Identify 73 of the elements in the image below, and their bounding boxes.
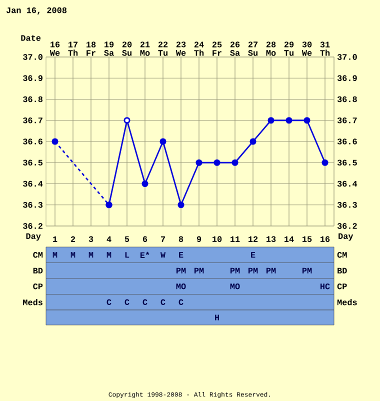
text: E: [251, 252, 256, 258]
x-tick-label: 16: [320, 236, 330, 242]
x-tick-label: 18 Fr: [86, 42, 96, 56]
text: W: [160, 252, 166, 258]
text: H: [215, 314, 219, 320]
x-tick-label: 25 Fr: [212, 42, 222, 56]
text: PM: [248, 268, 258, 274]
text: Day: [26, 233, 41, 241]
y-tick-label: 36.8: [23, 96, 43, 102]
text: C: [178, 299, 184, 305]
y-tick-label: 36.3: [23, 202, 43, 208]
x-tick-label: 10: [212, 236, 222, 242]
x-tick-label: 20 Su: [122, 42, 132, 56]
y-tick-label: 36.4: [23, 180, 43, 187]
y-tick-label: Meds: [337, 299, 357, 306]
x-axis-title: Date: [21, 35, 41, 41]
x-tick-label: 1: [53, 236, 58, 242]
x-tick-label: 15: [302, 236, 312, 242]
x-tick-label: 14: [284, 236, 294, 242]
x-tick-label: 21 Mo: [140, 42, 150, 56]
x-tick-label: 12: [248, 236, 258, 242]
text: M: [106, 252, 112, 258]
chart-title: Jan 16, 2008: [6, 7, 67, 15]
x-tick-label: 6: [142, 236, 148, 242]
y-tick-label: 36.5: [23, 160, 43, 166]
x-tick-label: 16 We: [50, 42, 60, 56]
y-tick-label: 36.7: [23, 117, 42, 124]
text: MO: [230, 283, 240, 290]
y-tick-label: CM: [337, 252, 347, 258]
text: PM: [266, 268, 276, 274]
x-tick-label: 26 Sa: [230, 42, 240, 56]
text: M: [88, 252, 94, 258]
x-tick-label: 4: [106, 236, 112, 242]
x-tick-label: 13: [266, 236, 276, 242]
text: PM: [230, 268, 240, 274]
text: M: [52, 252, 58, 258]
text: C: [124, 299, 130, 305]
x-tick-label: 22 Tu: [158, 42, 168, 56]
y-tick-label: 37.0: [23, 54, 42, 60]
y-tick-label: BD: [338, 268, 347, 274]
y-tick-label: 36.6: [23, 138, 43, 144]
x-tick-label: 11: [230, 236, 240, 242]
text: C: [142, 299, 148, 305]
x-tick-label: 23 We: [176, 42, 186, 56]
y-tick-label: 36.2: [23, 223, 42, 229]
text: E: [179, 252, 184, 258]
x-tick-label: 8: [178, 236, 184, 242]
text: PM: [194, 268, 204, 274]
x-tick-label: 19 Sa: [104, 42, 114, 56]
text: M: [70, 252, 76, 258]
x-tick-label: 2: [70, 236, 76, 242]
x-tick-label: 17 Th: [68, 42, 78, 56]
text: L: [125, 252, 130, 258]
x-tick-label: 3: [88, 236, 94, 242]
x-tick-label: 5: [124, 236, 130, 242]
text: HC: [320, 283, 330, 290]
x-tick-label: 24 Th: [194, 42, 204, 56]
x-tick-label: 9: [196, 236, 202, 242]
text: PM: [176, 268, 186, 274]
y-tick-label: 36.9: [23, 75, 42, 81]
y-tick-label: CP: [337, 283, 347, 290]
text: E*: [140, 252, 150, 258]
text: PM: [302, 268, 312, 274]
x-tick-label: 28 Mo: [266, 42, 276, 56]
x-tick-label: 29 Tu: [284, 42, 294, 56]
x-axis-title: Day: [338, 233, 354, 241]
text: C: [160, 299, 166, 305]
text: MO: [176, 283, 186, 290]
x-tick-label: 7: [161, 236, 165, 242]
text: C: [106, 299, 112, 305]
x-tick-label: 30 We: [302, 42, 312, 56]
x-tick-label: 31 Th: [320, 42, 330, 56]
x-tick-label: 27 Su: [248, 42, 258, 56]
